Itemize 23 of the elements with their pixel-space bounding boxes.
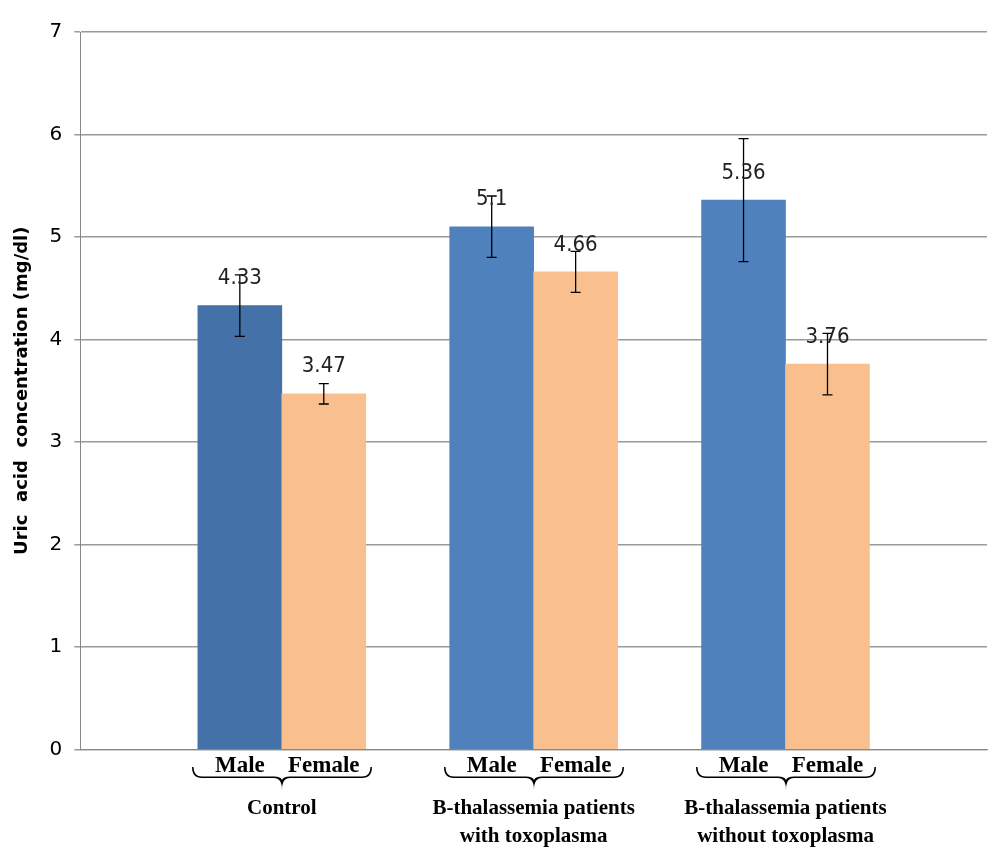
y-tick-label: 4 [49, 325, 63, 350]
y-tick-label: 3 [49, 428, 63, 453]
x-tick-label: Male [718, 752, 769, 778]
text: B-thalassemia patients without toxoplasma [683, 794, 888, 849]
x-tick-label: Female [288, 752, 360, 778]
y-tick-label: 5 [49, 223, 63, 248]
data-label: 5.1 [475, 185, 508, 211]
x-tick-label: Male [214, 752, 265, 778]
y-tick-label: 2 [49, 530, 63, 555]
text: Control [246, 794, 318, 821]
data-label: 3.47 [301, 352, 346, 378]
data-label: 4.33 [217, 264, 262, 290]
y-tick-label: 6 [49, 120, 63, 145]
y-axis-title: Uric acid concentration (mg/dl) [10, 226, 32, 555]
x-tick-label: Female [791, 752, 864, 778]
y-tick-label: 0 [49, 735, 63, 760]
y-tick-label: 7 [49, 18, 63, 43]
text: B-thalassemia patients with toxoplasma [431, 794, 636, 849]
x-tick-label: Female [539, 752, 612, 778]
x-tick-label: Male [466, 752, 517, 778]
y-tick-label: 1 [49, 633, 63, 658]
data-label: 4.66 [553, 230, 598, 256]
data-label: 3.76 [805, 322, 850, 348]
